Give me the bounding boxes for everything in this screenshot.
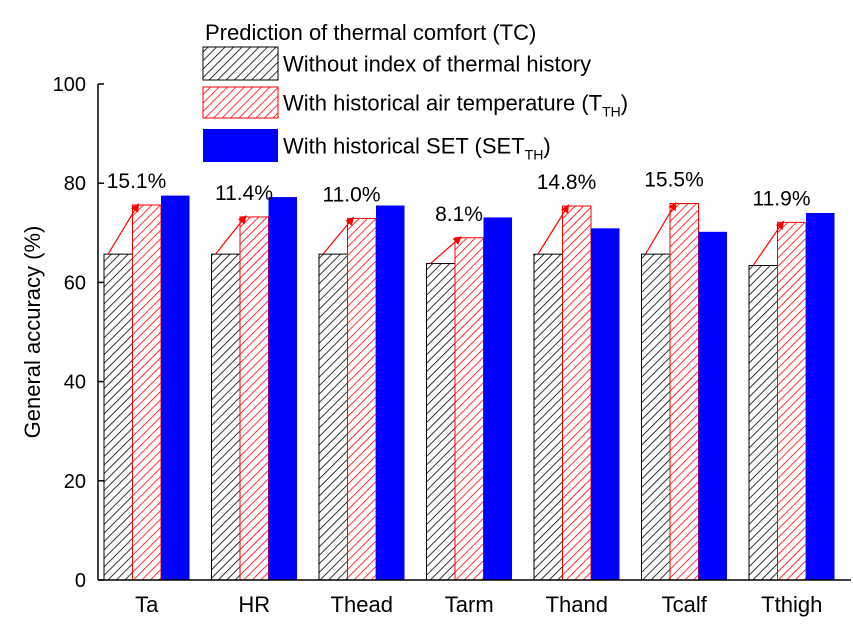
annotation: 11.4% xyxy=(215,182,273,205)
annotation-arrow xyxy=(537,204,570,255)
bar xyxy=(376,205,405,580)
legend-swatch xyxy=(203,129,278,162)
bar xyxy=(533,253,563,581)
bar xyxy=(806,212,835,580)
annotation-arrow xyxy=(644,201,677,255)
annotation-arrow xyxy=(107,203,140,255)
legend-label-text: Without index of thermal history xyxy=(283,52,591,77)
bar xyxy=(562,205,592,581)
annotation: 15.5% xyxy=(644,169,704,192)
legend-label-text: With historical SET (SET xyxy=(283,134,525,159)
annotation: 11.9% xyxy=(753,187,811,210)
x-tick-label: Ta xyxy=(135,592,159,617)
x-tick-label: Tthigh xyxy=(761,592,822,617)
legend-label: Without index of thermal history xyxy=(283,52,591,77)
bar xyxy=(211,253,241,581)
annotation-arrow xyxy=(752,220,784,266)
legend-label-sub: TH xyxy=(602,104,621,120)
bar xyxy=(748,265,778,581)
annotation: 14.8% xyxy=(537,171,597,194)
y-tick-label: 20 xyxy=(64,471,86,493)
bar xyxy=(161,195,190,580)
y-tick-label: 80 xyxy=(64,173,86,195)
annotation-arrow xyxy=(322,216,355,255)
y-tick-label: 60 xyxy=(64,272,86,294)
legend-title: Prediction of thermal comfort (TC) xyxy=(205,20,536,45)
bar xyxy=(239,216,269,581)
legend-label-end: ) xyxy=(621,91,628,116)
legend-swatch xyxy=(202,86,279,119)
annotation: 11.0% xyxy=(323,183,381,206)
bar xyxy=(454,237,484,581)
x-tick-label: Thand xyxy=(546,592,608,617)
annotation: 15.1% xyxy=(107,170,167,193)
y-tick-label: 0 xyxy=(75,570,86,592)
bar xyxy=(591,228,620,580)
bar xyxy=(426,263,456,581)
bar xyxy=(132,204,162,581)
legend-swatch xyxy=(202,46,279,81)
bar xyxy=(698,231,727,581)
x-tick-label: Thead xyxy=(331,592,393,617)
annotation: 8.1% xyxy=(435,203,483,226)
legend-label: With historical SET (SETTH) xyxy=(283,134,551,163)
bar xyxy=(777,221,807,581)
bar xyxy=(669,203,699,581)
legend-label-end: ) xyxy=(543,134,550,159)
legend-label: With historical air temperature (TTH) xyxy=(283,91,628,120)
y-tick-label: 100 xyxy=(53,74,86,96)
x-tick-label: Tarm xyxy=(445,592,494,617)
bar xyxy=(347,217,377,581)
bar xyxy=(318,253,348,581)
bar xyxy=(483,217,512,580)
bar xyxy=(641,253,671,581)
x-tick-label: HR xyxy=(238,592,270,617)
y-axis-label: General accuracy (%) xyxy=(20,226,45,439)
bar xyxy=(103,253,133,581)
annotation-arrow xyxy=(430,236,462,265)
y-tick-label: 40 xyxy=(64,372,86,394)
x-tick-label: Tcalf xyxy=(662,592,708,617)
annotation-arrow xyxy=(215,215,247,255)
legend-label-text: With historical air temperature (T xyxy=(283,91,602,116)
legend-label-sub: TH xyxy=(525,147,544,163)
bar xyxy=(268,197,297,580)
